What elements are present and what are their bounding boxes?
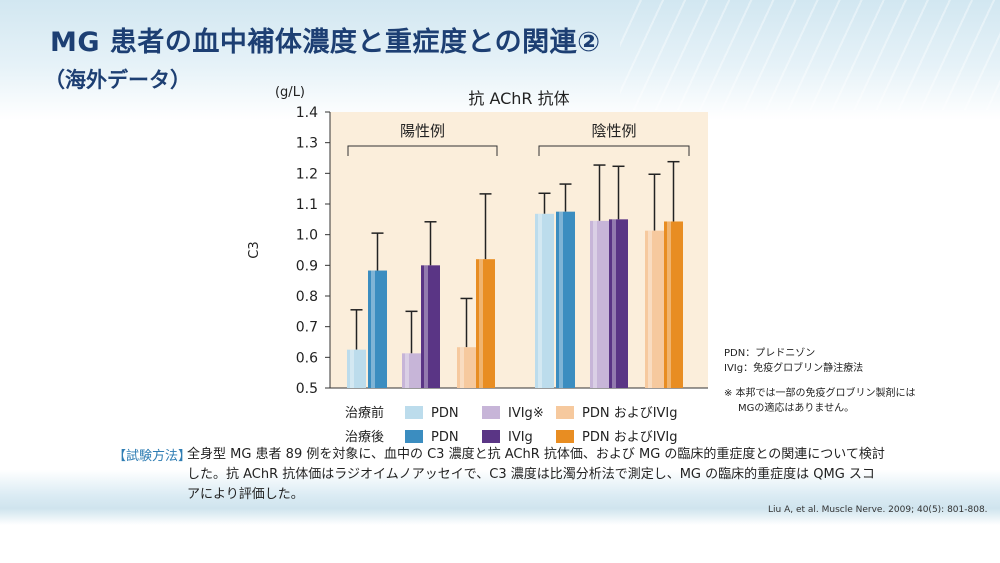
bar (476, 259, 495, 388)
bar (664, 221, 683, 388)
group-bracket (538, 145, 690, 156)
y-tick-label: 1.3 (296, 136, 318, 152)
page-subtitle: （海外データ） (44, 68, 191, 92)
note-ivig: IVIg：免疫グロブリン静注療法 (724, 363, 864, 374)
legend-label: PDN (431, 406, 459, 421)
y-tick-label: 1.1 (296, 197, 318, 213)
bar-highlight (479, 259, 483, 388)
legend-swatch (482, 406, 500, 419)
group-bracket (347, 145, 498, 156)
y-tick-label: 0.6 (296, 350, 318, 366)
legend-label: PDN (431, 430, 459, 445)
y-axis-label: C3 (247, 241, 262, 258)
y-tick-label: 0.7 (296, 320, 318, 336)
bar (457, 347, 476, 388)
legend-swatch (482, 430, 500, 443)
legend-swatch (405, 406, 423, 419)
y-tick-label: 0.5 (296, 381, 318, 397)
bar-highlight (612, 219, 616, 388)
legend-swatch (405, 430, 423, 443)
bar-highlight (667, 221, 671, 388)
note-pdn: PDN：プレドニゾン (724, 348, 816, 359)
bar-highlight (538, 213, 542, 388)
bar (590, 220, 609, 388)
note-approval: ※ 本邦では一部の免疫グロブリン製剤には (724, 388, 916, 399)
bar (402, 353, 421, 388)
bar-highlight (405, 353, 409, 388)
legend-swatch (556, 406, 574, 419)
citation: Liu A, et al. Muscle Nerve. 2009; 40(5):… (768, 505, 988, 515)
bar (535, 213, 554, 388)
group-label: 陽性例 (400, 122, 445, 140)
group-label: 陰性例 (591, 122, 636, 140)
bar-highlight (559, 211, 563, 388)
bar (368, 270, 387, 388)
y-unit-label: (g/L) (275, 85, 305, 100)
y-tick-label: 1.0 (296, 228, 318, 244)
legend-label: PDN およびIVIg (582, 430, 678, 445)
bar-highlight (593, 220, 597, 388)
bar-highlight (424, 265, 428, 388)
header-background (0, 0, 1000, 120)
bar (645, 230, 664, 388)
bar (421, 265, 440, 388)
y-tick-label: 0.8 (296, 289, 318, 305)
bar (609, 219, 628, 388)
chart-title: 抗 AChR 抗体 (468, 89, 569, 108)
method-text: 全身型 MG 患者 89 例を対象に、血中の C3 濃度と抗 AChR 抗体価、… (187, 447, 885, 502)
bar (347, 349, 366, 388)
method-label: 【試験方法】 (113, 449, 192, 464)
bar-highlight (648, 230, 652, 388)
legend-label: IVIg※ (508, 406, 544, 421)
bar-highlight (371, 270, 375, 388)
page-title: MG 患者の血中補体濃度と重症度との関連② (50, 27, 601, 58)
bar-highlight (350, 349, 354, 388)
abbreviation-notes: PDN：プレドニゾン IVIg：免疫グロブリン静注療法 ※ 本邦では一部の免疫グ… (724, 346, 916, 416)
y-tick-label: 1.2 (296, 166, 318, 182)
legend-row-label: 治療後 (345, 430, 384, 445)
footer-wave-background (0, 470, 1000, 525)
bar (556, 211, 575, 388)
note-approval-cont: MGの適応はありません。 (738, 403, 855, 414)
legend-row-label: 治療前 (345, 405, 384, 421)
y-tick-label: 1.4 (296, 105, 318, 121)
legend-label: PDN およびIVIg (582, 406, 678, 421)
legend-swatch (556, 430, 574, 443)
legend-label: IVIg (508, 430, 533, 445)
bar-highlight (460, 347, 464, 388)
y-tick-label: 0.9 (296, 258, 318, 274)
